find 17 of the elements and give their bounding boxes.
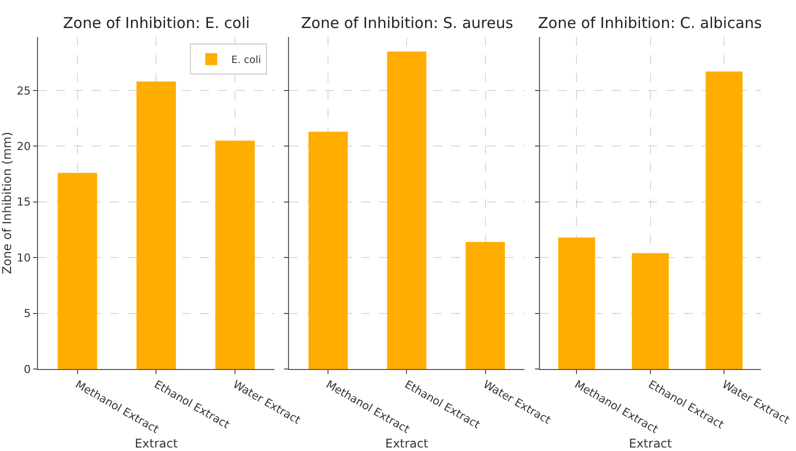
y-axis-title: Zone of Inhibition (mm) xyxy=(0,132,14,274)
y-tick-label: 15 xyxy=(16,196,31,209)
y-tick-label: 0 xyxy=(24,362,31,376)
bar xyxy=(136,82,176,369)
chart-title: Zone of Inhibition: E. coli xyxy=(63,14,250,32)
y-tick-label: 25 xyxy=(16,84,31,98)
y-tick-label: 20 xyxy=(16,140,31,154)
bar xyxy=(215,140,255,369)
chart-title: Zone of Inhibition: C. albicans xyxy=(538,14,762,32)
chart-title: Zone of Inhibition: S. aureus xyxy=(301,14,514,32)
x-axis-title: Extract xyxy=(628,436,672,450)
x-axis-title: Extract xyxy=(385,436,429,450)
legend-label: E. coli xyxy=(231,55,262,66)
y-tick-label: 10 xyxy=(16,251,31,264)
x-axis-title: Extract xyxy=(134,436,178,450)
bar xyxy=(58,172,98,369)
y-tick-label: 5 xyxy=(24,307,31,320)
